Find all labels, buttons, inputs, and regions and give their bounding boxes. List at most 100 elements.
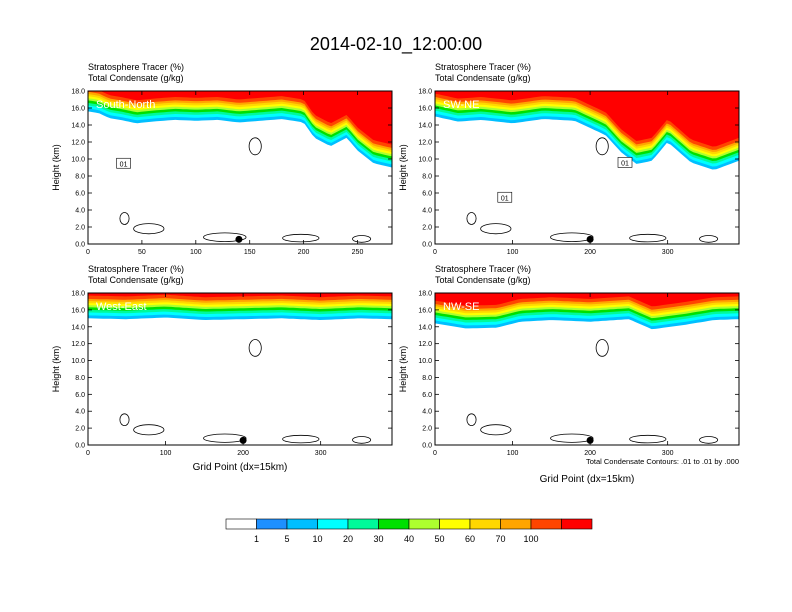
- y-tick-label: 12.0: [418, 140, 432, 147]
- condensate-contours: [466, 137, 719, 243]
- y-tick-label: 8.0: [422, 174, 432, 181]
- x-tick-label: 200: [584, 249, 596, 256]
- contour-label: 01: [501, 195, 509, 202]
- tracer-band: [88, 293, 392, 298]
- condensate-contour: [282, 233, 320, 243]
- panel-3: West-East Stratosphere Tracer (%)Total Co…: [51, 264, 393, 473]
- y-tick-label: 6.0: [422, 392, 432, 399]
- field-label-1: Stratosphere Tracer (%): [435, 62, 531, 72]
- location-marker: [586, 235, 594, 243]
- y-tick-label: 14.0: [71, 123, 85, 130]
- y-tick-label: 8.0: [75, 174, 85, 181]
- y-tick-label: 14.0: [71, 324, 85, 331]
- y-tick-label: 0.0: [75, 242, 85, 249]
- colorbar-label: 50: [434, 534, 444, 544]
- y-tick-label: 4.0: [422, 409, 432, 416]
- tracer-field: [88, 293, 392, 320]
- field-label-2: Total Condensate (g/kg): [435, 275, 531, 285]
- panel-1: 01 South-North Stratosphere Tracer (%)Tota…: [51, 62, 393, 256]
- plot-frame: [434, 292, 740, 446]
- inset-label: NW-SE: [443, 301, 479, 313]
- y-tick-label: 2.0: [422, 426, 432, 433]
- condensate-contour: [248, 137, 262, 156]
- plot-frame: [87, 90, 393, 245]
- x-tick-label: 0: [433, 450, 437, 457]
- field-label-2: Total Condensate (g/kg): [88, 275, 184, 285]
- x-tick-label: 100: [507, 249, 519, 256]
- colorbar-box: [347, 518, 379, 530]
- plot-frame: [434, 90, 740, 245]
- tracer-band: [435, 91, 739, 147]
- condensate-contour: [629, 434, 667, 444]
- y-axis-label: Height (km): [51, 144, 61, 191]
- colorbar-box: [500, 518, 532, 530]
- condensate-contour: [352, 235, 372, 243]
- x-tick-label: 150: [244, 249, 256, 256]
- condensate-contour: [629, 233, 667, 243]
- contour-label-box: [116, 157, 131, 169]
- colorbar-label: 10: [312, 534, 322, 544]
- y-tick-label: 16.0: [71, 106, 85, 113]
- y-tick-label: 18.0: [71, 89, 85, 96]
- y-tick-label: 4.0: [75, 208, 85, 215]
- condensate-contour: [119, 212, 130, 225]
- x-tick-label: 300: [662, 249, 674, 256]
- colorbar-box: [469, 518, 501, 530]
- condensate-contour: [480, 424, 512, 436]
- colorbar-label: 100: [523, 534, 538, 544]
- condensate-contour: [203, 433, 247, 443]
- y-axis-label: Height (km): [51, 346, 61, 393]
- colorbar-box: [225, 518, 257, 530]
- x-tick-label: 0: [86, 249, 90, 256]
- contour-label-box: [617, 157, 633, 168]
- y-tick-label: 6.0: [75, 392, 85, 399]
- condensate-contours: [119, 137, 372, 243]
- x-tick-label: 250: [352, 249, 364, 256]
- colorbar-label: 20: [343, 534, 353, 544]
- condensate-contour: [550, 433, 594, 443]
- field-label-1: Stratosphere Tracer (%): [88, 264, 184, 274]
- y-tick-label: 12.0: [418, 341, 432, 348]
- location-marker: [235, 235, 243, 243]
- y-axis-label: Height (km): [398, 346, 408, 393]
- field-label-1: Stratosphere Tracer (%): [88, 62, 184, 72]
- colorbar-label: 30: [373, 534, 383, 544]
- colorbar-box: [286, 518, 318, 530]
- inset-label: South-North: [96, 99, 155, 111]
- field-label-1: Stratosphere Tracer (%): [435, 264, 531, 274]
- inset-label: West-East: [96, 301, 147, 313]
- x-tick-label: 200: [237, 450, 249, 457]
- y-tick-label: 16.0: [418, 106, 432, 113]
- y-tick-label: 8.0: [75, 375, 85, 382]
- contour-footnote: Total Condensate Contours: .01 to .01 by…: [586, 457, 739, 466]
- colorbar-box: [256, 518, 288, 530]
- y-tick-label: 10.0: [71, 157, 85, 164]
- condensate-contour: [352, 436, 372, 444]
- y-tick-label: 10.0: [71, 358, 85, 365]
- y-tick-label: 2.0: [422, 225, 432, 232]
- inset-label: SW-NE: [443, 99, 479, 111]
- x-tick-label: 300: [662, 450, 674, 457]
- colorbar-label: 70: [495, 534, 505, 544]
- tracer-field: [435, 91, 739, 170]
- y-tick-label: 0.0: [422, 443, 432, 450]
- x-tick-label: 50: [138, 249, 146, 256]
- y-tick-label: 10.0: [418, 157, 432, 164]
- x-axis-label: Grid Point (dx=15km): [193, 462, 288, 473]
- tracer-field: [88, 91, 392, 168]
- tracer-band: [435, 293, 739, 307]
- condensate-contour: [133, 424, 165, 436]
- y-tick-label: 10.0: [418, 358, 432, 365]
- condensate-contours: [119, 339, 372, 444]
- x-tick-label: 300: [315, 450, 327, 457]
- contour-label: 01: [120, 161, 128, 168]
- colorbar-box: [439, 518, 471, 530]
- x-tick-label: 200: [298, 249, 310, 256]
- x-tick-label: 100: [160, 450, 172, 457]
- condensate-contour: [466, 212, 477, 225]
- condensate-contour: [119, 413, 130, 427]
- condensate-contour: [550, 232, 594, 242]
- condensate-contour: [480, 223, 512, 235]
- x-tick-label: 0: [86, 450, 90, 457]
- colorbar-label: 1: [254, 534, 259, 544]
